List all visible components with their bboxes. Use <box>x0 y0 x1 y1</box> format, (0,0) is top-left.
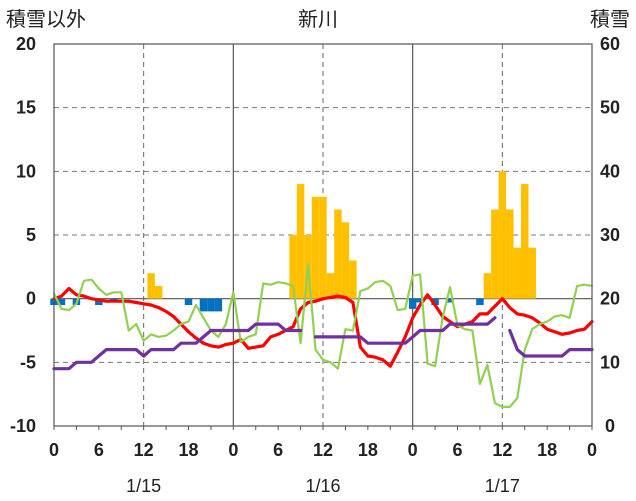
bar-30 <box>521 184 529 299</box>
left-tick--10: -10 <box>10 416 36 436</box>
left-tick-10: 10 <box>16 161 36 181</box>
right-tick-30: 30 <box>600 225 620 245</box>
right-tick-60: 60 <box>600 34 620 54</box>
bar-19 <box>349 260 357 299</box>
series-line-0 <box>52 286 594 368</box>
bar-23 <box>446 298 454 303</box>
x-tick-label-48: 0 <box>408 440 418 460</box>
x-tick-label-60: 12 <box>492 440 512 460</box>
right-y-axis-ticks: 0 10 20 30 40 50 60 <box>600 34 620 436</box>
x-tick-label-30: 6 <box>273 440 283 460</box>
x-tick-label-12: 12 <box>134 440 154 460</box>
right-axis-label: 積雪 <box>590 8 630 31</box>
bar-28 <box>506 209 514 299</box>
bar-11 <box>289 235 297 299</box>
series-lines <box>52 263 594 408</box>
bar-12 <box>296 184 305 299</box>
series-line-1 <box>52 263 594 408</box>
x-tick-label-18: 18 <box>178 440 198 460</box>
bar-8 <box>199 298 208 312</box>
right-tick-50: 50 <box>600 98 620 118</box>
bar-18 <box>341 222 350 299</box>
series-line-2 <box>52 316 594 371</box>
right-tick-0: 0 <box>605 416 615 436</box>
x-tick-label-0: 0 <box>49 440 59 460</box>
bar-3 <box>95 298 103 306</box>
bar-16 <box>326 273 335 299</box>
left-tick-0: 0 <box>26 289 36 309</box>
bar-9 <box>207 298 215 312</box>
left-tick--5: -5 <box>20 352 36 372</box>
bar-7 <box>184 298 193 306</box>
x-tick-label-54: 6 <box>452 440 462 460</box>
bar-29 <box>513 247 522 299</box>
bar-22 <box>431 298 439 306</box>
bar-6 <box>154 285 163 299</box>
bar-15 <box>319 196 327 299</box>
date-label-1: 1/16 <box>305 476 340 496</box>
bar-25 <box>483 273 492 299</box>
right-tick-40: 40 <box>600 161 620 181</box>
x-tick-label-6: 6 <box>94 440 104 460</box>
bar-21 <box>416 298 424 303</box>
x-tick-label-42: 18 <box>358 440 378 460</box>
bar-27 <box>498 171 507 299</box>
bar-10 <box>214 298 223 312</box>
chart-title: 新川 <box>298 8 338 31</box>
left-axis-label: 積雪以外 <box>6 8 86 31</box>
x-tick-label-72: 0 <box>587 440 597 460</box>
x-tick-label-36: 12 <box>313 440 333 460</box>
date-labels: 1/15 1/16 1/17 <box>126 476 520 496</box>
bar-26 <box>491 209 499 299</box>
bar-5 <box>147 273 155 299</box>
bar-14 <box>311 196 320 299</box>
x-tick-label-66: 18 <box>537 440 557 460</box>
left-y-axis-ticks: -10 -5 0 5 10 15 20 <box>10 34 36 436</box>
right-tick-20: 20 <box>600 289 620 309</box>
left-tick-15: 15 <box>16 98 36 118</box>
date-label-0: 1/15 <box>126 476 161 496</box>
right-tick-10: 10 <box>600 352 620 372</box>
left-tick-20: 20 <box>16 34 36 54</box>
bar-17 <box>334 209 342 299</box>
bar-24 <box>476 298 484 306</box>
bar-31 <box>528 247 536 299</box>
x-axis-ticks: 0 6 12 18 0 6 12 18 0 6 12 18 0 <box>49 426 597 460</box>
x-tick-label-24: 0 <box>228 440 238 460</box>
date-label-2: 1/17 <box>485 476 520 496</box>
bar-1 <box>57 298 66 306</box>
left-tick-5: 5 <box>26 225 36 245</box>
bar-20 <box>408 298 417 309</box>
